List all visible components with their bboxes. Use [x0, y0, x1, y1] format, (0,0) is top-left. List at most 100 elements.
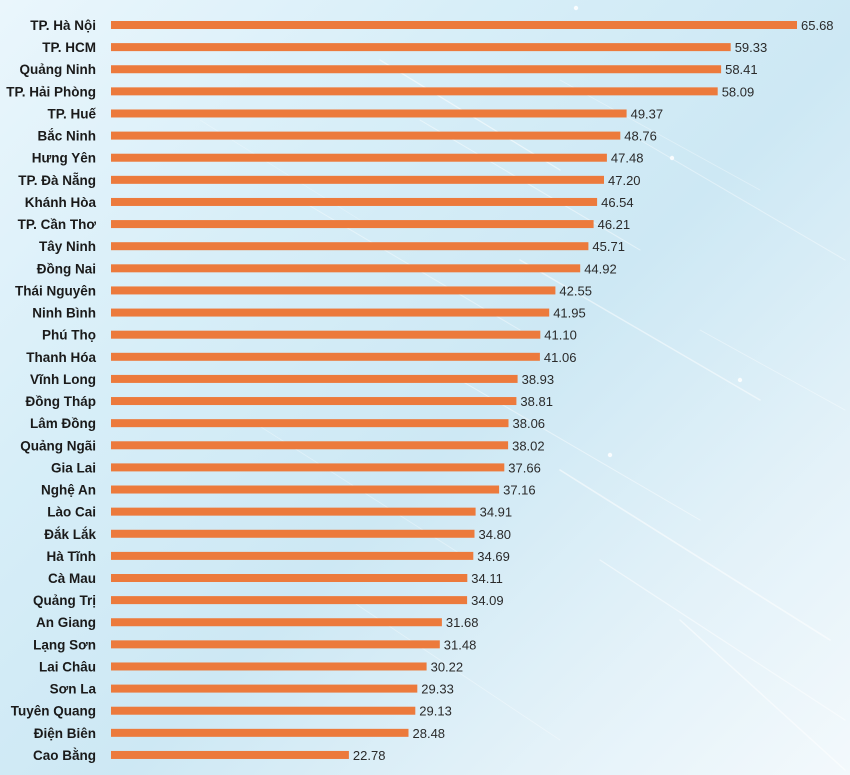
- bar-row: TP. Cần Thơ 46.21: [18, 217, 631, 232]
- category-label: Lạng Sơn: [33, 637, 96, 652]
- category-label: Lai Châu: [39, 659, 96, 674]
- category-label: Hưng Yên: [32, 151, 96, 166]
- bar-row: Đồng Tháp 38.81: [26, 394, 553, 409]
- bar-row: TP. Hải Phòng 58.09: [6, 84, 754, 99]
- category-label: Đắk Lắk: [44, 527, 96, 542]
- bar: [111, 43, 731, 51]
- bar: [111, 176, 604, 184]
- bar-row: Hưng Yên 47.48: [32, 151, 644, 166]
- category-label: Khánh Hòa: [25, 195, 97, 210]
- value-label: 42.55: [559, 283, 592, 298]
- bar: [111, 309, 549, 317]
- value-label: 34.11: [471, 571, 503, 586]
- bar: [111, 751, 349, 759]
- category-label: Vĩnh Long: [30, 372, 96, 387]
- light-streak: [560, 470, 830, 640]
- bar: [111, 662, 427, 670]
- category-label: Bắc Ninh: [37, 129, 96, 144]
- bar-row: Điện Biên 28.48: [34, 726, 445, 741]
- value-label: 59.33: [735, 40, 768, 55]
- value-label: 38.93: [522, 372, 555, 387]
- sparkle: [738, 378, 742, 382]
- bar-row: An Giang 31.68: [36, 615, 478, 630]
- category-label: Tây Ninh: [39, 239, 96, 254]
- bar-row: Thái Nguyên 42.55: [15, 283, 592, 298]
- bar-row: Lào Cai 34.91: [47, 505, 512, 520]
- bar: [111, 65, 721, 73]
- bar: [111, 397, 516, 405]
- bar-row: TP. Huế 49.37: [47, 106, 663, 121]
- bar: [111, 132, 620, 140]
- bar: [111, 729, 409, 737]
- category-label: TP. Cần Thơ: [18, 217, 97, 232]
- value-label: 45.71: [592, 239, 625, 254]
- category-label: Nghệ An: [41, 483, 96, 498]
- category-label: TP. Đà Nẵng: [18, 173, 96, 188]
- category-label: Lâm Đồng: [30, 416, 96, 431]
- sparkle: [574, 6, 578, 10]
- bar-row: Cà Mau 34.11: [48, 571, 503, 586]
- bar: [111, 154, 607, 162]
- value-label: 48.76: [624, 129, 657, 144]
- value-label: 31.48: [444, 637, 477, 652]
- bar-row: Lai Châu 30.22: [39, 659, 463, 674]
- bar-row: Khánh Hòa 46.54: [25, 195, 634, 210]
- value-label: 46.21: [598, 217, 631, 232]
- bar: [111, 463, 504, 471]
- bar: [111, 574, 467, 582]
- bar: [111, 198, 597, 206]
- bar: [111, 596, 467, 604]
- light-streak: [600, 560, 845, 720]
- bar-row: Cao Bằng 22.78: [33, 748, 385, 763]
- bar-row: Nghệ An 37.16: [41, 483, 536, 498]
- value-label: 34.09: [471, 593, 504, 608]
- bar: [111, 264, 580, 272]
- category-label: Quảng Trị: [33, 593, 96, 608]
- category-label: Ninh Bình: [32, 306, 96, 321]
- bar-row: Quảng Trị 34.09: [33, 593, 504, 608]
- category-label: Sơn La: [50, 682, 97, 697]
- light-streak: [680, 620, 845, 770]
- bar-row: Gia Lai 37.66: [51, 460, 541, 475]
- bar: [111, 353, 540, 361]
- bar-row: Tuyên Quang 29.13: [11, 704, 452, 719]
- bar-row: TP. Hà Nội 65.68: [30, 18, 833, 33]
- value-label: 41.06: [544, 350, 577, 365]
- bar-row: Sơn La 29.33: [50, 682, 454, 697]
- category-label: TP. HCM: [42, 40, 96, 55]
- bar: [111, 508, 476, 516]
- value-label: 65.68: [801, 18, 834, 33]
- category-label: TP. Hải Phòng: [6, 84, 96, 99]
- category-label: Điện Biên: [34, 726, 96, 741]
- bar: [111, 707, 415, 715]
- bar: [111, 685, 417, 693]
- value-label: 47.48: [611, 151, 644, 166]
- light-streak: [700, 330, 845, 410]
- bar-row: Đồng Nai 44.92: [37, 261, 617, 276]
- bar: [111, 109, 627, 117]
- category-label: TP. Hà Nội: [30, 18, 96, 33]
- value-label: 22.78: [353, 748, 386, 763]
- category-label: Tuyên Quang: [11, 704, 96, 719]
- category-label: An Giang: [36, 615, 96, 630]
- category-label: Đồng Tháp: [26, 394, 97, 409]
- bar: [111, 375, 518, 383]
- category-label: Thái Nguyên: [15, 283, 96, 298]
- value-label: 58.09: [722, 84, 755, 99]
- bar-row: TP. Đà Nẵng 47.20: [18, 173, 640, 188]
- bar: [111, 21, 797, 29]
- sparkle: [670, 156, 674, 160]
- value-label: 29.33: [421, 682, 454, 697]
- category-label: Phú Thọ: [42, 328, 96, 343]
- bar: [111, 331, 540, 339]
- bar: [111, 618, 442, 626]
- value-label: 41.95: [553, 306, 586, 321]
- bar-row: Ninh Bình 41.95: [32, 306, 585, 321]
- bar: [111, 286, 555, 294]
- bar-row: Phú Thọ 41.10: [42, 328, 577, 343]
- bar-row: TP. HCM 59.33: [42, 40, 767, 55]
- bar-row: Hà Tĩnh 34.69: [47, 549, 510, 564]
- bars-layer: TP. Hà Nội 65.68 TP. HCM 59.33 Quảng Ninh 58.…: [6, 18, 833, 763]
